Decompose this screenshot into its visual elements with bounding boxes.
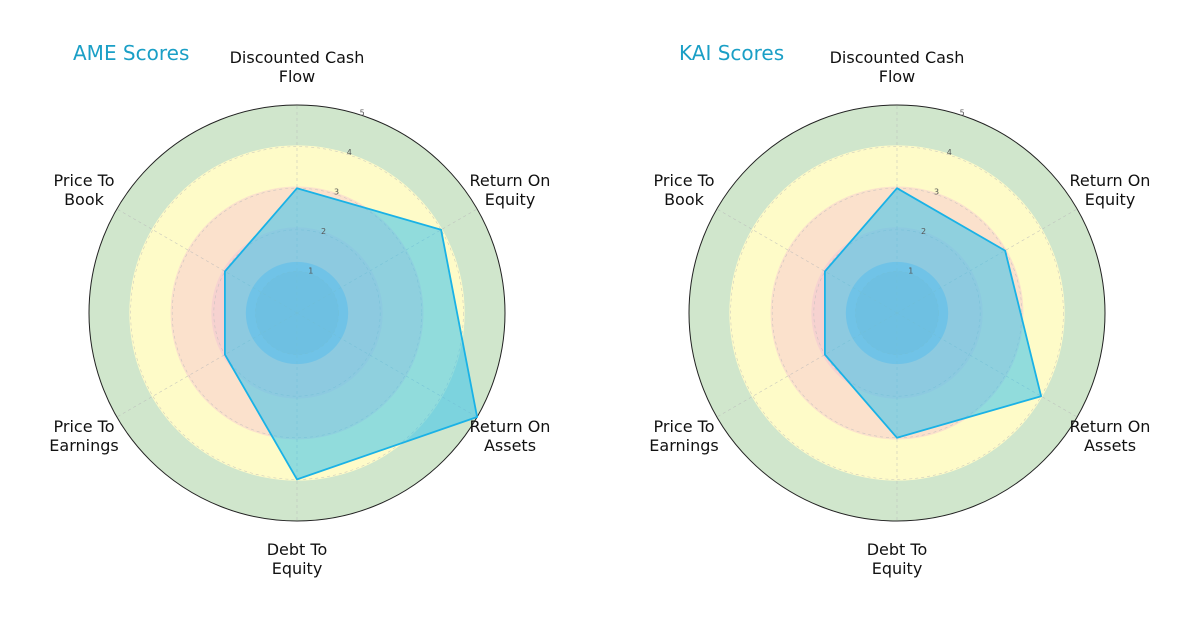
ame-score-polygon	[223, 187, 479, 481]
kai-outer-ring	[688, 104, 1106, 522]
kai-grid-ring-3	[771, 187, 1023, 439]
ame-axis-label: Price To Earnings	[49, 417, 118, 455]
kai-grid-ring-4	[730, 146, 1064, 480]
kai-radar-chart: 1 2 3 4 5 Discounted Cash Flow Return On Equity R…	[649, 41, 1150, 578]
kai-axis-label: Debt To Equity	[867, 540, 928, 578]
ame-axis-label: Discounted Cash Flow	[230, 48, 365, 86]
ame-tick-label: 4	[347, 148, 352, 157]
ame-axis-label: Return On Assets	[470, 417, 551, 455]
kai-tick-label: 1	[908, 267, 913, 276]
ame-axis-label: Debt To Equity	[267, 540, 328, 578]
kai-tick-label: 3	[934, 188, 939, 197]
kai-tick-label: 4	[947, 148, 952, 157]
kai-axis-label: Return On Equity	[1070, 171, 1151, 209]
ame-axis-label: Price To Book	[54, 171, 115, 209]
ame-tick-label: 3	[334, 188, 339, 197]
kai-spoke	[716, 312, 898, 418]
ame-spoke	[116, 312, 298, 418]
ame-grid-ring-4	[130, 146, 464, 480]
kai-tick-label: 2	[921, 227, 926, 236]
kai-chart-title: KAI Scores	[679, 41, 784, 65]
kai-axis-label: Price To Book	[654, 171, 715, 209]
ame-spoke	[116, 208, 298, 314]
ame-radar-chart: 1 2 3 4 5 Discounted Cash Flow Return On Equity R…	[49, 41, 550, 578]
ame-axis-label: Return On Equity	[470, 171, 551, 209]
ame-chart-title: AME Scores	[73, 41, 189, 65]
ame-outer-ring	[88, 104, 506, 522]
ame-tick-label: 2	[321, 227, 326, 236]
kai-axis-label: Price To Earnings	[649, 417, 718, 455]
kai-spoke	[716, 208, 898, 314]
kai-axis-label: Discounted Cash Flow	[830, 48, 965, 86]
kai-axis-label: Return On Assets	[1070, 417, 1151, 455]
kai-score-polygon	[824, 187, 1042, 439]
ame-tick-label: 5	[360, 108, 365, 117]
ame-tick-label: 1	[308, 267, 313, 276]
kai-tick-label: 5	[960, 108, 965, 117]
